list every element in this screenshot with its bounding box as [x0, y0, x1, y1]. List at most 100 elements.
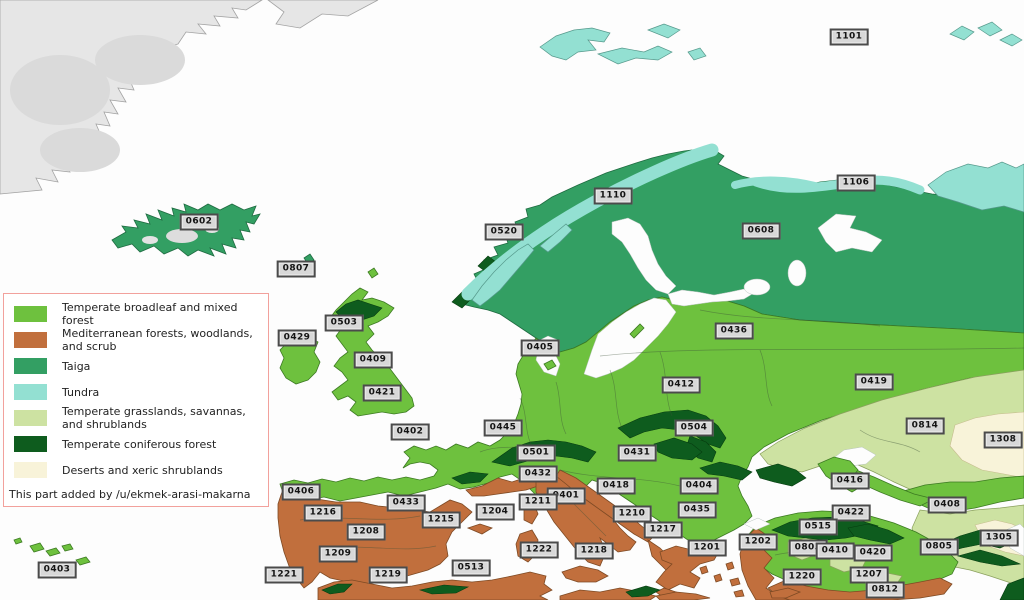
region-code-label: 1208	[346, 523, 386, 541]
region-code-label: 0432	[518, 465, 558, 483]
region-code-label: 0504	[674, 419, 714, 437]
region-code-label: 0436	[714, 322, 754, 340]
region-code-label: 1209	[318, 545, 358, 563]
legend-credit: This part added by /u/ekmek-arasi-makarn…	[9, 488, 251, 501]
region-code-label: 1110	[593, 187, 633, 205]
gulf-of-bothnia	[611, 217, 677, 295]
legend-row: Mediterranean forests, woodlands, and sc…	[4, 327, 268, 353]
region-code-label: 0807	[276, 260, 316, 278]
region-code-label: 0805	[919, 538, 959, 556]
region-code-label: 1211	[518, 493, 558, 511]
region-code-label: 1216	[303, 504, 343, 522]
legend-label: Temperate broadleaf and mixed forest	[62, 301, 238, 327]
legend-label: Deserts and xeric shrublands	[62, 463, 223, 477]
region-code-label: 0421	[362, 384, 402, 402]
legend-label: Temperate coniferous forest	[62, 437, 217, 451]
region-code-label: 1202	[738, 533, 778, 551]
legend-swatch	[14, 306, 47, 322]
region-code-label: 0602	[179, 213, 219, 231]
legend-row: Temperate coniferous forest	[4, 436, 268, 452]
azores	[29, 542, 45, 553]
greenland-icecap	[95, 35, 185, 85]
region-code-label: 0435	[677, 501, 717, 519]
greenland-icecap	[10, 55, 110, 125]
region-code-label: 1217	[643, 521, 683, 539]
region-code-label: 0405	[520, 339, 560, 357]
legend-swatch	[14, 462, 47, 478]
legend-label: Taiga	[62, 359, 91, 373]
danish-isles	[543, 359, 557, 371]
region-code-label: 0406	[281, 483, 321, 501]
azores	[13, 537, 23, 545]
greenland-icecap	[40, 128, 120, 172]
legend-row: Temperate grasslands, savannas, and shru…	[4, 405, 268, 431]
region-code-label: 0814	[905, 417, 945, 435]
region-code-label: 0404	[679, 477, 719, 495]
region-code-label: 0422	[831, 504, 871, 522]
region-code-label: 1305	[979, 529, 1019, 547]
region-code-label: 1210	[612, 505, 652, 523]
region-code-label: 0409	[353, 351, 393, 369]
region-code-label: 0412	[661, 376, 701, 394]
white-sea	[817, 213, 883, 253]
region-code-label: 0402	[390, 423, 430, 441]
legend-label: Temperate grasslands, savannas, and shru…	[62, 405, 246, 431]
legend-row: Temperate broadleaf and mixed forest	[4, 301, 268, 327]
region-code-label: 0515	[798, 518, 838, 536]
region-code-label: 0503	[324, 314, 364, 332]
legend-swatch	[14, 410, 47, 426]
atlas	[418, 584, 470, 595]
iceland-glacier	[142, 236, 158, 244]
iceland-glacier	[166, 229, 198, 243]
baltic-sea	[583, 297, 677, 379]
region-code-label: 0513	[451, 559, 491, 577]
transylvania	[653, 437, 703, 461]
lake-ladoga	[743, 278, 771, 296]
rif-atlas	[321, 583, 353, 595]
region-code-label: 0410	[815, 542, 855, 560]
region-code-label: 1219	[368, 566, 408, 584]
legend-row: Tundra	[4, 384, 268, 400]
legend-row: Taiga	[4, 358, 268, 374]
greenland-landmass	[0, 0, 379, 195]
region-code-label: 0501	[516, 444, 556, 462]
region-code-label: 1222	[519, 541, 559, 559]
region-code-label: 0520	[484, 223, 524, 241]
region-code-label: 0418	[596, 477, 636, 495]
atlas-east	[625, 585, 661, 598]
legend-swatch	[14, 332, 47, 348]
region-code-label: 1215	[421, 511, 461, 529]
region-code-label: 1308	[983, 431, 1023, 449]
balkan-mountains	[699, 461, 753, 481]
strandzha	[755, 463, 807, 487]
pyrenees	[451, 471, 489, 485]
region-code-label: 0433	[386, 494, 426, 512]
legend-label: Tundra	[62, 385, 100, 399]
region-code-label: 1221	[264, 566, 304, 584]
shetland	[367, 267, 379, 279]
region-code-label: 1220	[782, 568, 822, 586]
region-code-label: 0429	[277, 329, 317, 347]
region-code-label: 0431	[617, 444, 657, 462]
coniferous-ranges	[321, 255, 807, 598]
region-code-label: 1201	[687, 539, 727, 557]
legend-row: Deserts and xeric shrublands	[4, 462, 268, 478]
gulf-of-finland	[667, 288, 755, 307]
region-code-label: 0812	[865, 581, 905, 599]
region-code-label: 0608	[741, 222, 781, 240]
region-code-label: 1106	[836, 174, 876, 192]
gotland	[629, 323, 645, 339]
lake-onega	[787, 259, 807, 287]
azores	[75, 556, 91, 566]
legend-box: Temperate broadleaf and mixed forest Medi…	[3, 293, 269, 507]
region-code-label: 1218	[574, 542, 614, 560]
region-code-label: 0445	[483, 419, 523, 437]
azores	[45, 547, 61, 557]
legend-swatch	[14, 384, 47, 400]
region-code-label: 1204	[475, 503, 515, 521]
region-code-label: 1101	[829, 28, 869, 46]
legend-swatch	[14, 436, 47, 452]
region-code-label: 0420	[853, 544, 893, 562]
region-code-label: 0416	[830, 472, 870, 490]
